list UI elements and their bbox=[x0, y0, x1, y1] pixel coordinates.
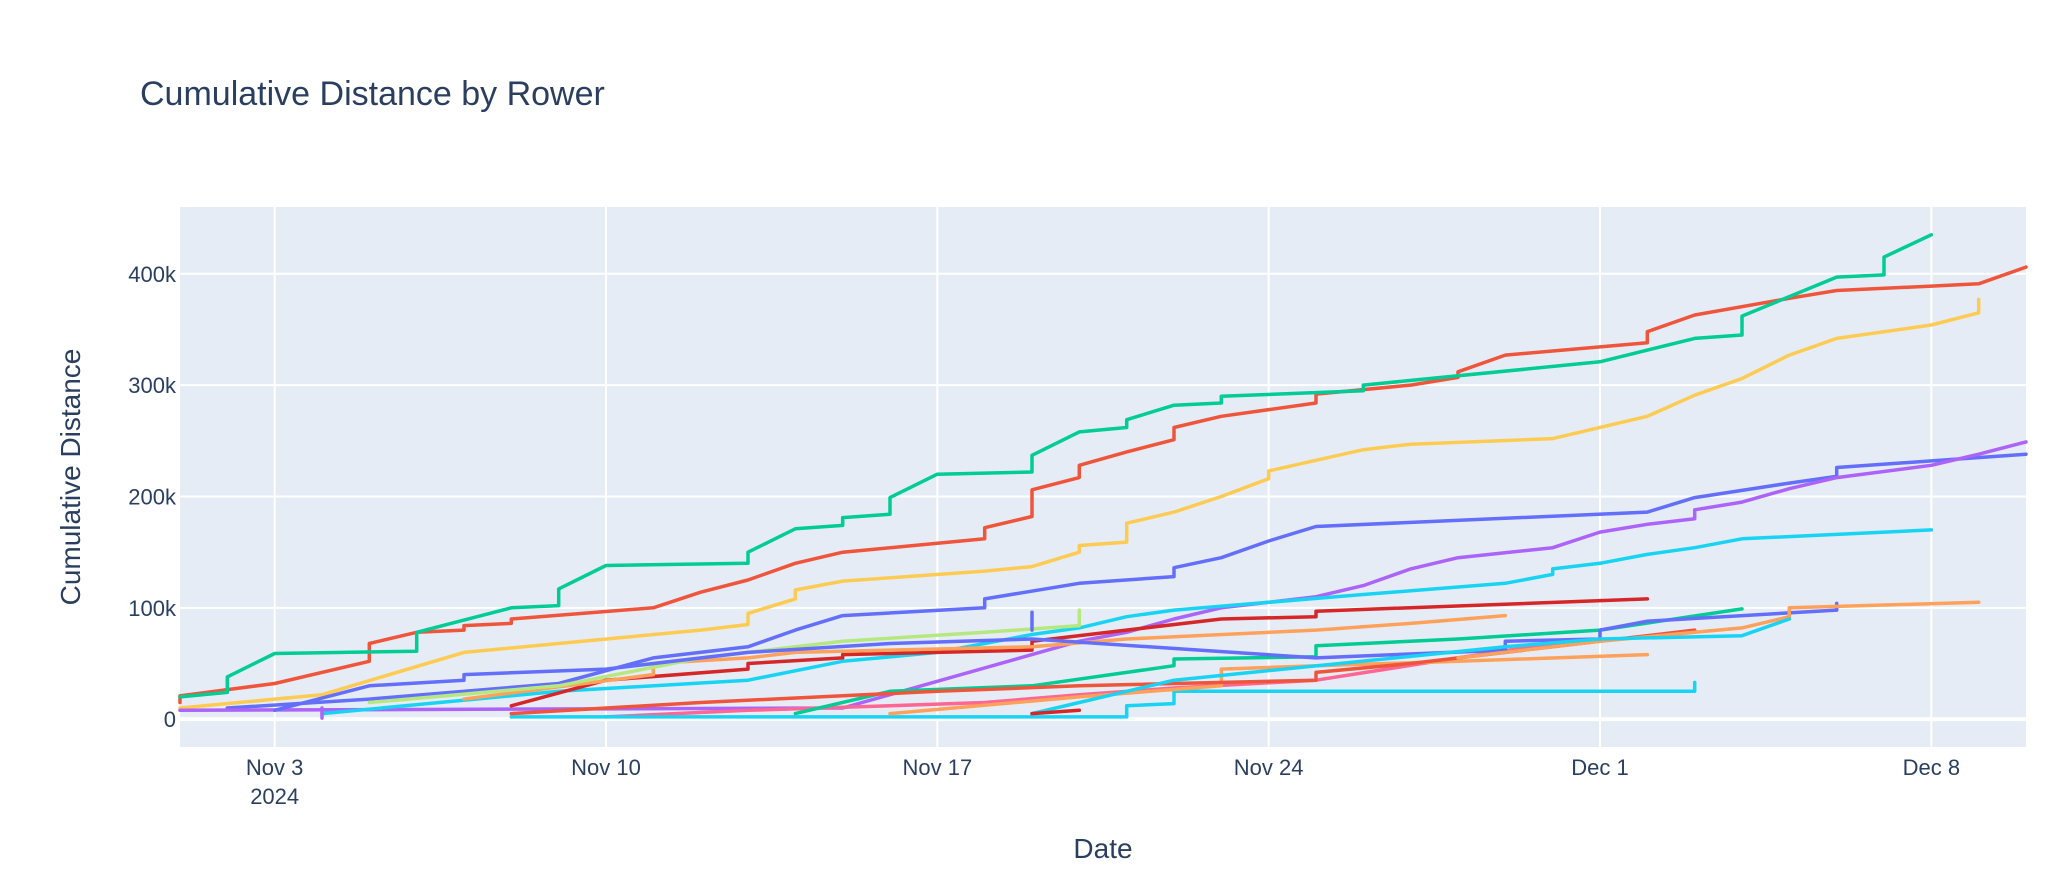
x-tick-label: Dec 1 bbox=[1571, 755, 1628, 780]
series-line-7 bbox=[509, 597, 1650, 708]
series-line-8 bbox=[462, 613, 1508, 701]
series-line-16 bbox=[1456, 600, 1981, 660]
series-line-13 bbox=[509, 680, 1697, 719]
x-tick-label: Nov 17 bbox=[902, 755, 972, 780]
plot-area bbox=[180, 207, 2026, 747]
y-axis-title: Cumulative Distance bbox=[55, 349, 86, 606]
series-line-4 bbox=[225, 452, 2028, 710]
series-line-18 bbox=[1030, 708, 1082, 716]
y-tick-labels: 0 100k 200k 300k 400k bbox=[128, 262, 177, 732]
x-tick-label: Nov 3 bbox=[246, 755, 303, 780]
series-line-14 bbox=[888, 652, 1650, 716]
x-tick-labels: Nov 3 2024 Nov 10 Nov 17 Nov 24 Dec 1 Dec 8 bbox=[246, 755, 1960, 809]
series-line-3 bbox=[178, 297, 1981, 710]
x-tick-label: Nov 10 bbox=[571, 755, 641, 780]
y-tick-label: 400k bbox=[128, 262, 177, 287]
y-tick-label: 0 bbox=[164, 707, 176, 732]
x-tick-label: Nov 24 bbox=[1234, 755, 1304, 780]
chart-title: Cumulative Distance by Rower bbox=[140, 75, 605, 113]
y-tick-label: 200k bbox=[128, 484, 177, 509]
x-gridlines bbox=[273, 207, 1933, 747]
series-line-6 bbox=[320, 528, 1934, 716]
x-axis-title: Date bbox=[1073, 833, 1132, 864]
series-line-12 bbox=[272, 601, 1839, 713]
series-line-17 bbox=[1030, 617, 1792, 716]
y-tick-label: 100k bbox=[128, 596, 177, 621]
series-line-1 bbox=[178, 265, 2028, 705]
x-tick-label: Dec 8 bbox=[1903, 755, 1960, 780]
series-line-9 bbox=[367, 608, 1082, 705]
x-tick-sublabel: 2024 bbox=[250, 784, 299, 809]
y-tick-label: 300k bbox=[128, 373, 177, 398]
series-line-2 bbox=[178, 233, 1934, 699]
series-lines bbox=[178, 233, 2028, 720]
series-line-11 bbox=[793, 607, 1744, 716]
